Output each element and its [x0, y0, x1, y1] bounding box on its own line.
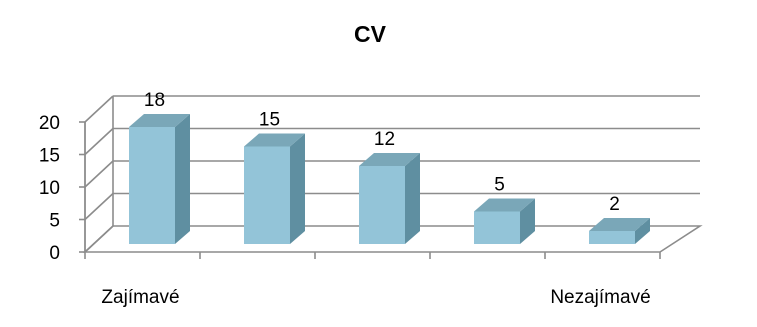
- data-label: 5: [494, 175, 505, 196]
- chart-title: CV: [354, 21, 387, 47]
- bar-top: [359, 153, 420, 166]
- bar-top: [129, 114, 190, 127]
- bar-side: [520, 198, 535, 244]
- x-category-label: Nezajímavé: [550, 287, 650, 308]
- bar-front: [244, 146, 290, 244]
- bar-front: [474, 211, 520, 244]
- chart-floor: [82, 225, 703, 253]
- bar-front: [359, 166, 405, 244]
- bar-5: [589, 218, 650, 244]
- axis-layer: [79, 96, 703, 259]
- data-label: 2: [609, 194, 620, 215]
- y-tick-label: 0: [49, 243, 60, 264]
- y-tick-label: 10: [39, 178, 60, 199]
- bar-layer: [129, 114, 650, 244]
- bar-front: [129, 127, 175, 244]
- bar-top: [474, 198, 535, 212]
- x-category-label: Zajímavé: [101, 287, 179, 308]
- bar-top: [244, 133, 305, 147]
- bar-front: [589, 231, 635, 244]
- data-label: 18: [144, 90, 165, 111]
- data-label: 12: [374, 129, 395, 150]
- bar-1: [129, 114, 190, 244]
- data-label: 15: [259, 110, 280, 131]
- label-layer: 0 5 10 15 20 18 Zajímavé 15 12 5 2 Nezajímavé: [39, 90, 651, 308]
- gridline-side: [84, 192, 114, 221]
- y-tick-label: 15: [39, 146, 60, 167]
- bar-side: [290, 133, 305, 244]
- bar-2: [244, 133, 305, 244]
- bar-side: [405, 153, 420, 244]
- bar-3: [359, 153, 420, 244]
- bar-side: [175, 114, 190, 244]
- y-tick-label: 5: [49, 211, 60, 232]
- gridline-side: [84, 160, 114, 188]
- gridline-side: [84, 95, 114, 123]
- bar-side: [635, 218, 650, 244]
- bar-4: [474, 198, 535, 244]
- y-tick-label: 20: [39, 113, 60, 134]
- bar-top: [589, 218, 650, 231]
- gridline-side: [84, 127, 114, 156]
